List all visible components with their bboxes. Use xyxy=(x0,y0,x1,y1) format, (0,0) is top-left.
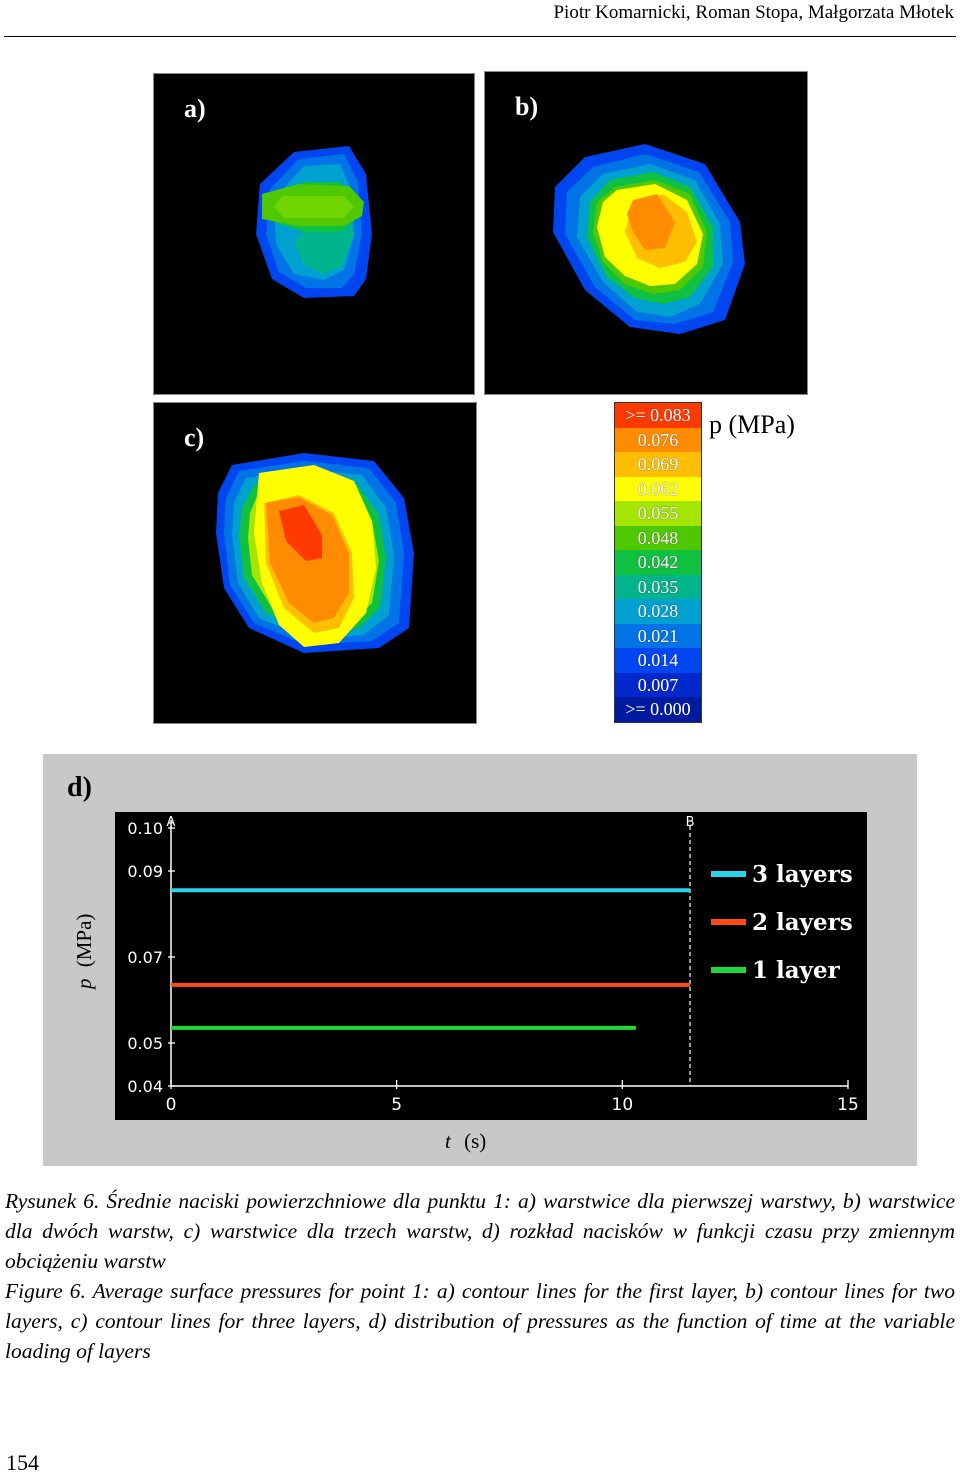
pressure-color-scale: >= 0.083 0.076 0.069 0.062 0.055 0.048 0.042 0.… xyxy=(614,402,702,723)
y-tick-label: 0.04 xyxy=(127,1077,163,1096)
y-tick-label: 0.05 xyxy=(127,1034,163,1053)
contour-plot-a xyxy=(256,146,372,298)
figure-caption-english: Figure 6. Average surface pressures for … xyxy=(5,1279,955,1363)
scale-level: 0.069 xyxy=(615,452,701,477)
x-axis-label: t (s) xyxy=(445,1129,486,1153)
plot-area xyxy=(115,812,867,1120)
series-layer xyxy=(171,888,690,1030)
marker-label: A xyxy=(167,815,176,830)
x-tick-label: 5 xyxy=(391,1095,402,1115)
page-number: 154 xyxy=(6,1450,39,1475)
scale-level-label: 0.055 xyxy=(637,503,679,524)
contour-panel-c: c) xyxy=(153,402,477,724)
contour-plot-c xyxy=(216,453,414,653)
scale-level: 0.007 xyxy=(615,672,701,698)
scale-level: 0.076 xyxy=(615,427,701,453)
scale-level: 0.014 xyxy=(615,648,701,673)
chart-svg: d) 0.04 0.05 0.07 0.09 0.10 0 5 10 15 A B 3 layers… xyxy=(67,772,867,1153)
scale-level-label: 0.021 xyxy=(637,625,679,646)
scale-level: 0.055 xyxy=(615,501,701,526)
scale-title: p (MPa) xyxy=(709,410,795,439)
y-tick-label: 0.10 xyxy=(127,819,163,838)
x-tick-label: 10 xyxy=(612,1095,634,1115)
scale-level-label: 0.014 xyxy=(637,650,679,671)
scale-level-label: >= 0.083 xyxy=(625,405,691,425)
panel-b-label: b) xyxy=(515,92,539,121)
scale-level-label: 0.042 xyxy=(637,552,679,573)
scale-level: 0.028 xyxy=(615,599,701,624)
scale-level: >= 0.083 xyxy=(615,403,701,428)
scale-level: >= 0.000 xyxy=(615,697,701,722)
contour-panel-b: b) xyxy=(484,71,808,395)
scale-level: 0.048 xyxy=(615,525,701,551)
chart-panel-label: d) xyxy=(67,772,92,803)
scale-level: 0.021 xyxy=(615,623,701,649)
scale-level-label: 0.035 xyxy=(637,576,679,597)
y-tick-label: 0.07 xyxy=(127,948,163,967)
y-axis-unit: (MPa) xyxy=(72,914,96,968)
panel-c-label: c) xyxy=(184,423,205,452)
axes-layer: 0.04 0.05 0.07 0.09 0.10 0 5 10 15 A B xyxy=(127,815,858,1115)
scale-level-label: 0.076 xyxy=(637,429,679,450)
x-axis-unit: (s) xyxy=(464,1129,486,1153)
contour-plot-b xyxy=(553,144,745,334)
scale-level: 0.035 xyxy=(615,574,701,600)
scale-level-label: 0.048 xyxy=(637,527,679,548)
legend-label: 1 layer xyxy=(752,957,841,984)
scale-level-label: 0.069 xyxy=(637,454,679,475)
scale-level-label: >= 0.000 xyxy=(625,699,691,720)
legend-label: 3 layers xyxy=(752,861,853,888)
header-rule xyxy=(4,36,956,37)
x-tick-label: 0 xyxy=(166,1095,177,1115)
scale-level: 0.062 xyxy=(615,476,701,502)
pressure-time-chart: d) 0.04 0.05 0.07 0.09 0.10 0 5 10 15 A B 3 layers… xyxy=(43,754,917,1166)
legend-label: 2 layers xyxy=(752,909,853,936)
y-axis-symbol: p xyxy=(72,979,96,992)
scale-level-label: 0.007 xyxy=(637,674,679,695)
figure-caption-polish: Rysunek 6. Średnie naciski powierzchniow… xyxy=(5,1189,955,1273)
legend-layer: 3 layers 2 layers 1 layer xyxy=(711,861,853,984)
y-tick-label: 0.09 xyxy=(127,862,163,881)
marker-label: B xyxy=(686,815,695,830)
x-axis-symbol: t xyxy=(445,1129,452,1153)
page-header: Piotr Komarnicki, Roman Stopa, Małgorzat… xyxy=(553,2,954,23)
scale-level: 0.042 xyxy=(615,550,701,575)
contour-panel-a: a) xyxy=(153,73,475,395)
scale-level-label: 0.062 xyxy=(637,478,679,499)
x-tick-label: 15 xyxy=(837,1095,859,1115)
panel-a-label: a) xyxy=(184,94,206,123)
scale-level-label: 0.028 xyxy=(637,601,679,622)
y-axis-label: p (MPa) xyxy=(72,914,96,991)
